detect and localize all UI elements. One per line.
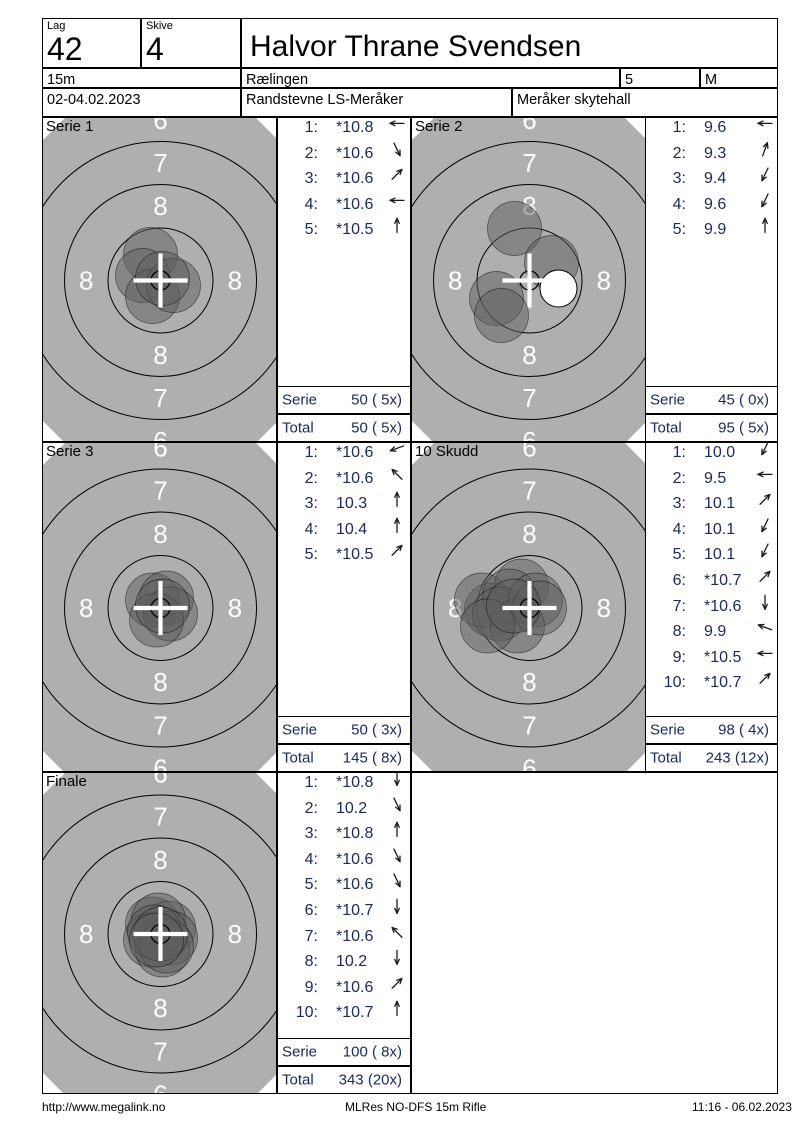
svg-text:7: 7: [153, 802, 167, 832]
svg-text:10 Skudd: 10 Skudd: [415, 443, 478, 460]
svg-text:Serie 1: Serie 1: [46, 118, 94, 135]
svg-text:6: 6: [522, 754, 536, 773]
svg-text:6: 6: [153, 754, 167, 773]
svg-text:Serie 3: Serie 3: [46, 443, 94, 460]
svg-text:7: 7: [153, 383, 167, 413]
svg-text:8: 8: [79, 266, 93, 296]
svg-text:8: 8: [79, 919, 93, 949]
svg-text:7: 7: [522, 476, 536, 506]
svg-text:7: 7: [153, 1037, 167, 1067]
svg-text:8: 8: [79, 593, 93, 623]
svg-text:8: 8: [153, 845, 167, 875]
svg-text:6: 6: [153, 773, 167, 789]
svg-text:8: 8: [522, 667, 536, 697]
svg-text:8: 8: [153, 340, 167, 370]
svg-text:7: 7: [153, 476, 167, 506]
svg-text:8: 8: [597, 593, 611, 623]
svg-text:Serie 2: Serie 2: [415, 118, 463, 135]
svg-text:8: 8: [448, 266, 462, 296]
svg-text:Finale: Finale: [46, 773, 87, 790]
svg-text:8: 8: [228, 593, 242, 623]
svg-text:6: 6: [153, 443, 167, 463]
svg-text:8: 8: [597, 266, 611, 296]
svg-text:8: 8: [153, 667, 167, 697]
svg-text:8: 8: [153, 519, 167, 549]
svg-text:8: 8: [522, 519, 536, 549]
svg-text:8: 8: [153, 191, 167, 221]
svg-text:6: 6: [153, 1080, 167, 1095]
svg-text:6: 6: [522, 443, 536, 463]
svg-text:8: 8: [228, 919, 242, 949]
svg-text:7: 7: [153, 148, 167, 178]
svg-text:8: 8: [228, 266, 242, 296]
svg-text:8: 8: [522, 340, 536, 370]
svg-text:6: 6: [153, 118, 167, 135]
svg-text:7: 7: [153, 711, 167, 741]
svg-text:8: 8: [153, 993, 167, 1023]
svg-text:6: 6: [522, 426, 536, 442]
svg-text:7: 7: [522, 148, 536, 178]
svg-text:6: 6: [153, 426, 167, 442]
svg-text:7: 7: [522, 383, 536, 413]
svg-text:7: 7: [522, 711, 536, 741]
svg-text:6: 6: [522, 118, 536, 135]
